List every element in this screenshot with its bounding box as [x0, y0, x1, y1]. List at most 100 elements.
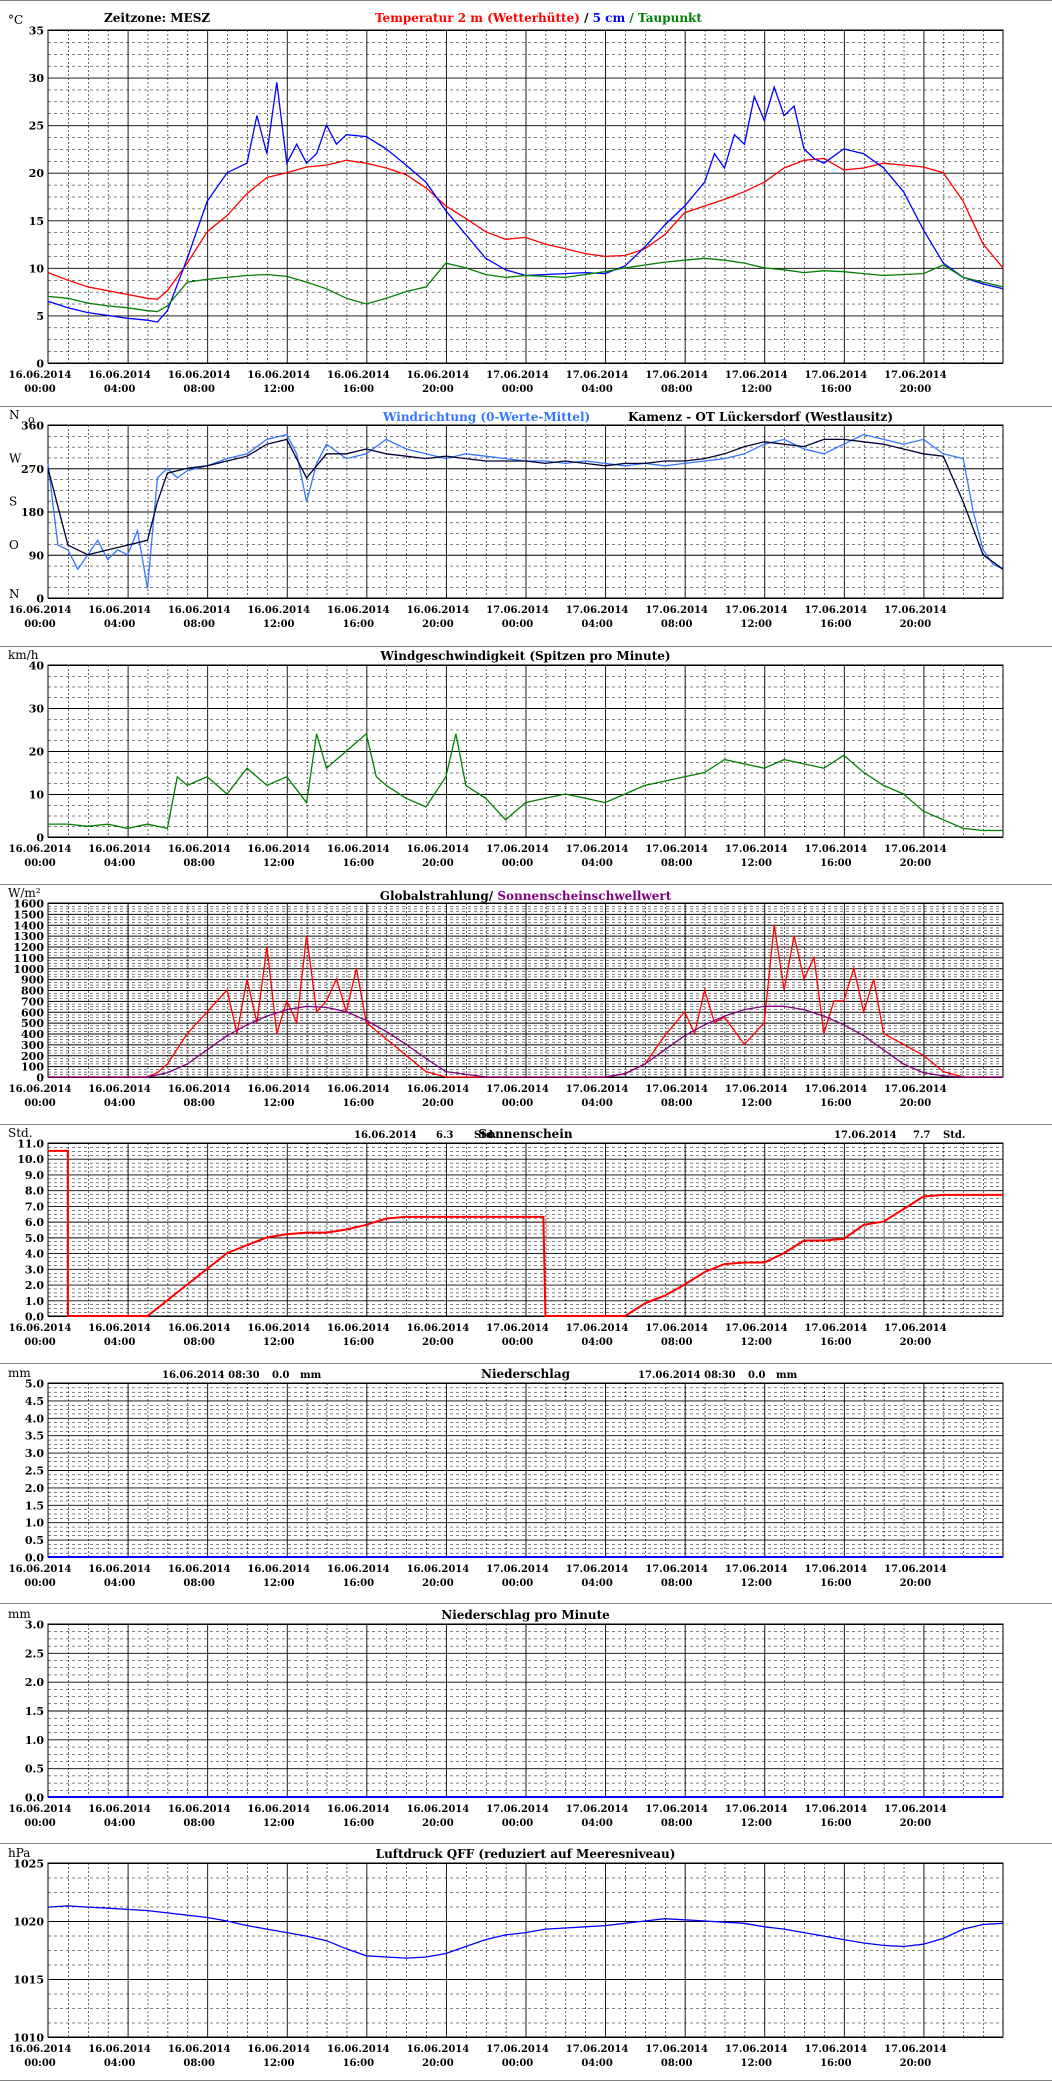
chart-title: Niederschlag: [481, 1367, 571, 1381]
y-tick-label: 3.0: [25, 1447, 44, 1460]
x-tick-time: 08:00: [661, 1818, 693, 1829]
x-tick-date: 17.06.2014: [884, 370, 947, 381]
compass-label: W: [9, 451, 22, 465]
x-tick-date: 16.06.2014: [327, 1323, 390, 1334]
y-tick-label: 30: [29, 72, 45, 85]
y-tick-label: 40: [29, 660, 45, 673]
y-tick-label: 1400: [13, 919, 44, 932]
y-tick-label: 20: [29, 167, 45, 180]
x-tick-date: 16.06.2014: [9, 1323, 72, 1334]
x-tick-time: 16:00: [820, 1098, 852, 1109]
x-tick-time: 04:00: [104, 858, 136, 869]
y-tick-label: 10.0: [17, 1153, 44, 1166]
precipitation-plot-area: [47, 1382, 1004, 1558]
x-tick-time: 16:00: [343, 1098, 375, 1109]
y-tick-label: 0.5: [25, 1763, 44, 1776]
unit-suffix: o: [28, 413, 35, 426]
y-tick-label: 1.0: [25, 1517, 44, 1530]
x-tick-time: 16:00: [343, 384, 375, 395]
x-tick-date: 16.06.2014: [407, 605, 470, 616]
x-tick-date: 16.06.2014: [247, 605, 310, 616]
y-tick-label: 2.5: [25, 1465, 44, 1478]
precipitation_minute-plot-area: [47, 1623, 1004, 1798]
x-tick-date: 16.06.2014: [407, 370, 470, 381]
x-tick-date: 16.06.2014: [168, 605, 231, 616]
x-tick-time: 12:00: [263, 1578, 295, 1589]
x-tick-time: 08:00: [661, 1098, 693, 1109]
x-tick-date: 17.06.2014: [566, 1323, 629, 1334]
chart-title: Windgeschwindigkeit (Spitzen pro Minute): [379, 649, 670, 663]
x-tick-time: 00:00: [24, 858, 56, 869]
y-tick-label: 1.0: [25, 1295, 44, 1308]
unit-label: km/h: [8, 648, 39, 662]
series-line-wind_speed-0: [48, 732, 1003, 832]
x-tick-time: 20:00: [900, 1818, 932, 1829]
chart-title: Sonnenschein: [478, 1127, 572, 1141]
y-tick-label: 3.5: [25, 1430, 44, 1443]
x-tick-date: 16.06.2014: [407, 2044, 470, 2055]
pressure-plot-area: [47, 1862, 1004, 2038]
x-tick-date: 17.06.2014: [566, 1804, 629, 1815]
x-tick-date: 17.06.2014: [645, 1323, 708, 1334]
x-tick-date: 17.06.2014: [884, 1323, 947, 1334]
x-tick-date: 17.06.2014: [645, 370, 708, 381]
x-tick-date: 17.06.2014: [805, 1804, 868, 1815]
y-tick-label: 1.5: [25, 1705, 44, 1718]
series-line-wind_direction-1: [47, 438, 1004, 570]
unit-label: mm: [8, 1607, 31, 1621]
x-tick-date: 17.06.2014: [725, 1323, 788, 1334]
x-tick-date: 16.06.2014: [407, 1084, 470, 1095]
y-tick-label: 1300: [13, 930, 44, 943]
x-tick-time: 08:00: [183, 1337, 215, 1348]
annotation-unit: mm: [776, 1370, 798, 1381]
y-tick-label: 10: [29, 262, 45, 275]
x-tick-time: 08:00: [661, 1578, 693, 1589]
x-tick-time: 08:00: [183, 619, 215, 630]
x-tick-time: 16:00: [820, 1818, 852, 1829]
y-tick-label: 20: [29, 746, 45, 759]
x-tick-date: 16.06.2014: [327, 1804, 390, 1815]
x-tick-date: 16.06.2014: [168, 1323, 231, 1334]
x-tick-date: 16.06.2014: [9, 1804, 72, 1815]
x-tick-date: 16.06.2014: [9, 2044, 72, 2055]
x-tick-time: 00:00: [24, 1337, 56, 1348]
x-tick-date: 17.06.2014: [486, 1564, 549, 1575]
x-tick-time: 00:00: [24, 2058, 56, 2069]
y-tick-label: 9.0: [25, 1169, 44, 1182]
x-tick-date: 16.06.2014: [407, 1323, 470, 1334]
x-tick-time: 00:00: [502, 1818, 534, 1829]
x-tick-time: 04:00: [104, 619, 136, 630]
x-tick-time: 04:00: [581, 619, 613, 630]
y-tick-label: 200: [21, 1050, 44, 1063]
y-tick-label: 0.5: [25, 1534, 44, 1547]
x-tick-time: 20:00: [422, 1337, 454, 1348]
x-tick-time: 20:00: [900, 619, 932, 630]
y-tick-label: 3.0: [25, 1263, 44, 1276]
y-tick-label: 360: [21, 420, 44, 433]
x-tick-time: 08:00: [183, 1578, 215, 1589]
x-tick-date: 16.06.2014: [168, 370, 231, 381]
x-tick-time: 08:00: [661, 2058, 693, 2069]
x-tick-time: 16:00: [343, 1818, 375, 1829]
zone-label: Zeitzone: MESZ: [104, 11, 210, 25]
x-tick-date: 16.06.2014: [247, 844, 310, 855]
compass-label: O: [9, 538, 19, 552]
y-tick-label: 300: [21, 1039, 44, 1052]
x-tick-date: 16.06.2014: [88, 2044, 151, 2055]
y-tick-label: 0.0: [25, 1552, 44, 1565]
x-tick-date: 17.06.2014: [884, 605, 947, 616]
x-tick-time: 00:00: [502, 1578, 534, 1589]
y-tick-label: 1200: [13, 941, 44, 954]
series-line-temperature-0: [47, 157, 1004, 300]
x-tick-time: 16:00: [820, 384, 852, 395]
x-tick-time: 20:00: [422, 619, 454, 630]
x-tick-time: 00:00: [502, 384, 534, 395]
x-tick-time: 00:00: [502, 2058, 534, 2069]
x-tick-time: 20:00: [422, 1098, 454, 1109]
y-tick-label: 4.5: [25, 1395, 44, 1408]
x-tick-date: 17.06.2014: [566, 605, 629, 616]
y-tick-label: 0: [36, 358, 44, 371]
x-tick-time: 04:00: [581, 1818, 613, 1829]
y-tick-label: 3.0: [25, 1619, 44, 1632]
x-tick-date: 17.06.2014: [486, 605, 549, 616]
